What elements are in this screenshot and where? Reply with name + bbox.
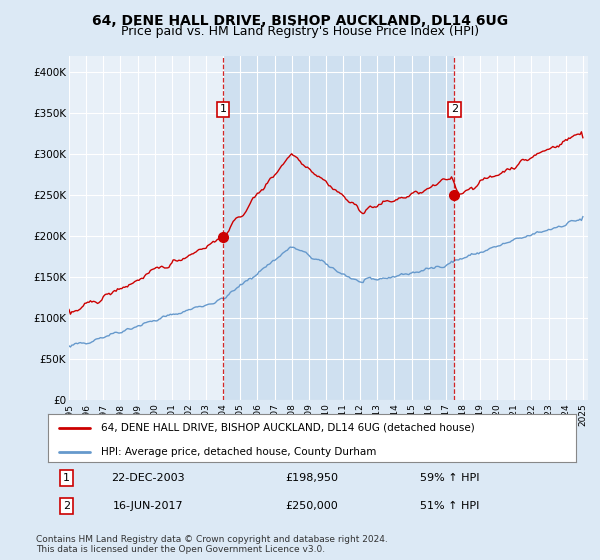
Text: 51% ↑ HPI: 51% ↑ HPI: [419, 501, 479, 511]
Text: 2: 2: [63, 501, 70, 511]
Text: 59% ↑ HPI: 59% ↑ HPI: [419, 473, 479, 483]
Text: 1: 1: [220, 104, 227, 114]
Text: Contains HM Land Registry data © Crown copyright and database right 2024.
This d: Contains HM Land Registry data © Crown c…: [36, 535, 388, 554]
Text: Price paid vs. HM Land Registry's House Price Index (HPI): Price paid vs. HM Land Registry's House …: [121, 25, 479, 39]
Text: 64, DENE HALL DRIVE, BISHOP AUCKLAND, DL14 6UG (detached house): 64, DENE HALL DRIVE, BISHOP AUCKLAND, DL…: [101, 423, 475, 433]
Text: HPI: Average price, detached house, County Durham: HPI: Average price, detached house, Coun…: [101, 446, 376, 456]
Text: £250,000: £250,000: [286, 501, 338, 511]
Text: £198,950: £198,950: [286, 473, 338, 483]
Text: 22-DEC-2003: 22-DEC-2003: [112, 473, 185, 483]
Text: 1: 1: [63, 473, 70, 483]
Text: 64, DENE HALL DRIVE, BISHOP AUCKLAND, DL14 6UG: 64, DENE HALL DRIVE, BISHOP AUCKLAND, DL…: [92, 14, 508, 28]
Bar: [223, 56, 454, 400]
Text: 2: 2: [451, 104, 458, 114]
Text: 16-JUN-2017: 16-JUN-2017: [113, 501, 184, 511]
